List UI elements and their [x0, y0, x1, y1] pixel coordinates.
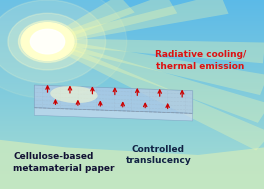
Circle shape	[8, 13, 87, 70]
Polygon shape	[34, 85, 193, 113]
Polygon shape	[34, 108, 193, 121]
Text: Controlled
translucency: Controlled translucency	[125, 145, 191, 165]
Circle shape	[30, 29, 65, 54]
Text: Cellulose-based
metamaterial paper: Cellulose-based metamaterial paper	[13, 153, 115, 173]
Polygon shape	[46, 0, 229, 45]
Polygon shape	[45, 0, 135, 44]
Circle shape	[21, 23, 74, 60]
Polygon shape	[45, 39, 264, 150]
Text: Radiative cooling/
thermal emission: Radiative cooling/ thermal emission	[155, 50, 246, 70]
Circle shape	[0, 0, 127, 98]
Polygon shape	[47, 38, 264, 63]
Polygon shape	[45, 39, 264, 123]
Circle shape	[0, 0, 106, 83]
Polygon shape	[46, 0, 177, 45]
Ellipse shape	[50, 86, 98, 103]
Polygon shape	[46, 38, 264, 95]
Circle shape	[18, 21, 77, 62]
Polygon shape	[0, 140, 264, 189]
